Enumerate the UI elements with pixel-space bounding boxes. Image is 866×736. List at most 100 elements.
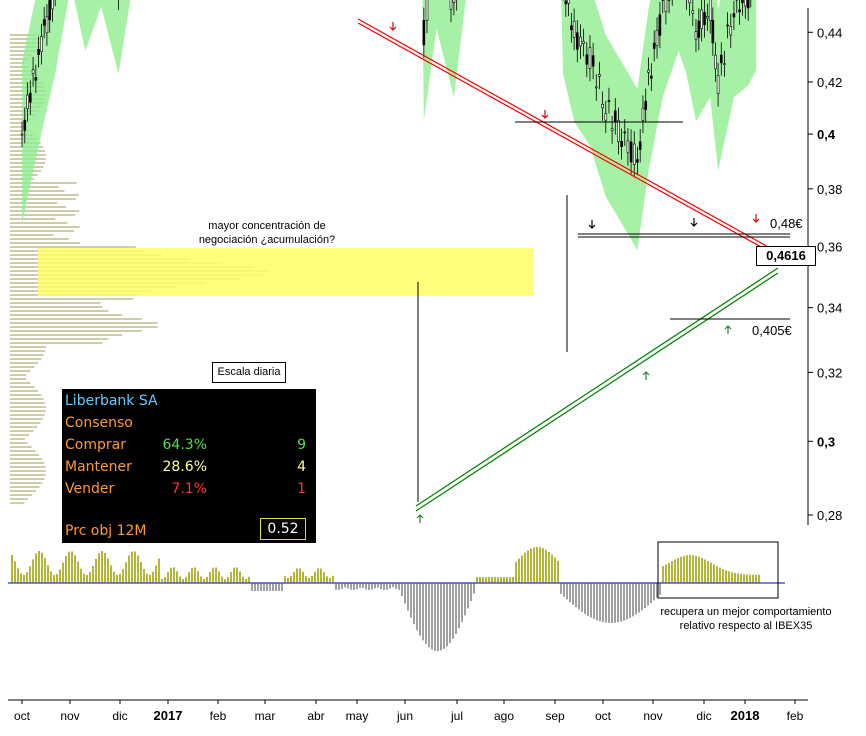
relative-strength-histogram — [8, 541, 785, 651]
consensus-row-hold: Mantener 28.6% 4 — [65, 457, 315, 477]
relative-annotation-line2: relativo respecto al IBEX35 — [680, 620, 813, 632]
candle-body — [26, 94, 29, 110]
candle-body — [617, 120, 620, 142]
candle-body — [37, 48, 40, 55]
candle-body — [632, 143, 636, 165]
candle-body — [48, 0, 51, 21]
candle-body — [425, 0, 429, 21]
candle-body — [741, 0, 744, 4]
zone-annotation-line1: mayor concentración de — [208, 220, 325, 232]
candle-body — [572, 20, 576, 38]
y-tick-label: 0,28 — [817, 508, 842, 523]
candle-body — [706, 16, 709, 19]
hold-label: Mantener — [65, 459, 132, 475]
candle-body — [664, 0, 668, 13]
candle-body — [422, 20, 426, 46]
sell-pct: 7.1% — [171, 481, 207, 497]
target-value: 0.52 — [260, 518, 306, 540]
consensus-panel: Liberbank SA Consenso Comprar 64.3% 9 Ma… — [62, 389, 316, 543]
candle-body — [688, 0, 691, 4]
y-tick-label: 0,3 — [817, 434, 835, 449]
consensus-header: Consenso — [65, 415, 133, 431]
candle-body — [636, 159, 639, 163]
candle-body — [714, 54, 717, 70]
candle-body — [31, 69, 35, 74]
y-tick-label: 0,42 — [817, 75, 842, 90]
candle-body — [694, 31, 698, 40]
x-tick-label: jun — [396, 709, 413, 723]
volatility-band — [22, 0, 757, 251]
pivot-arrow-head — [389, 26, 397, 31]
relative-annotation-line1: recupera un mejor comportamiento — [660, 606, 831, 618]
buy-count: 9 — [297, 437, 306, 453]
recovery-highlight-box — [657, 541, 779, 599]
x-tick-label: oct — [14, 709, 31, 723]
pivot-arrow-head — [690, 222, 698, 227]
candle-body — [607, 100, 611, 102]
y-tick-label: 0,34 — [817, 301, 842, 316]
candle-body — [594, 86, 598, 89]
x-tick-label: may — [346, 709, 369, 723]
candle-body — [40, 36, 43, 52]
candle-body — [703, 12, 706, 26]
candle-body — [650, 75, 653, 79]
scale-label: Escala diaria — [212, 362, 286, 383]
candlesticks — [20, 0, 752, 178]
candle-body — [638, 141, 642, 150]
candle-body — [23, 119, 27, 131]
candle-body — [711, 19, 715, 44]
candle-body — [588, 47, 592, 69]
candle-body — [726, 24, 729, 27]
candle-body — [20, 133, 24, 136]
buy-label: Comprar — [65, 437, 126, 453]
resistance-line — [357, 18, 789, 259]
candle-body — [579, 36, 582, 47]
pivot-arrow-head — [416, 514, 424, 519]
pivot-arrows — [389, 22, 760, 523]
hold-count: 4 — [297, 459, 306, 475]
candle-body — [29, 92, 32, 103]
candle-body — [598, 74, 601, 77]
candle-body — [746, 0, 750, 9]
sell-count: 1 — [297, 481, 306, 497]
candle-body — [691, 10, 695, 14]
x-tick-label: 2017 — [154, 708, 183, 723]
x-tick-label: mar — [255, 709, 276, 723]
support-line — [415, 267, 779, 507]
candle-body — [452, 0, 456, 3]
y-tick-label: 0,44 — [817, 25, 842, 40]
candle-body — [723, 63, 726, 65]
candle-body — [604, 113, 608, 121]
candle-body — [449, 0, 453, 10]
candle-body — [34, 77, 38, 81]
candle-body — [647, 69, 650, 73]
candle-body — [613, 110, 617, 123]
support-line-2 — [415, 272, 779, 512]
resistance-label: 0,48€ — [770, 216, 803, 231]
pivot-arrow-head — [724, 325, 732, 330]
support-label: 0,405€ — [752, 323, 793, 338]
candle-body — [567, 0, 570, 4]
candle-body — [719, 54, 723, 64]
x-tick-label: 2018 — [731, 708, 760, 723]
candle-body — [591, 55, 595, 67]
trend-lines — [357, 18, 790, 512]
candle-body — [652, 42, 656, 49]
candle-body — [585, 54, 589, 65]
consensus-title: Liberbank SA — [65, 393, 158, 409]
x-tick-label: dic — [112, 709, 127, 723]
y-tick-label: 0,38 — [817, 182, 842, 197]
resistance-line-2 — [357, 22, 789, 263]
candle-body — [626, 140, 630, 154]
candle-body — [641, 107, 645, 121]
band-area — [22, 0, 757, 251]
y-axis: 0,280,30,320,340,360,380,40,420,440,460,… — [807, 8, 842, 525]
pivot-arrow-head — [541, 114, 549, 119]
candle-body — [655, 29, 659, 46]
candle-body — [629, 141, 633, 163]
y-tick-label: 0,32 — [817, 365, 842, 380]
candle-body — [744, 0, 747, 7]
candle-body — [576, 32, 579, 50]
x-tick-label: sep — [545, 709, 565, 723]
